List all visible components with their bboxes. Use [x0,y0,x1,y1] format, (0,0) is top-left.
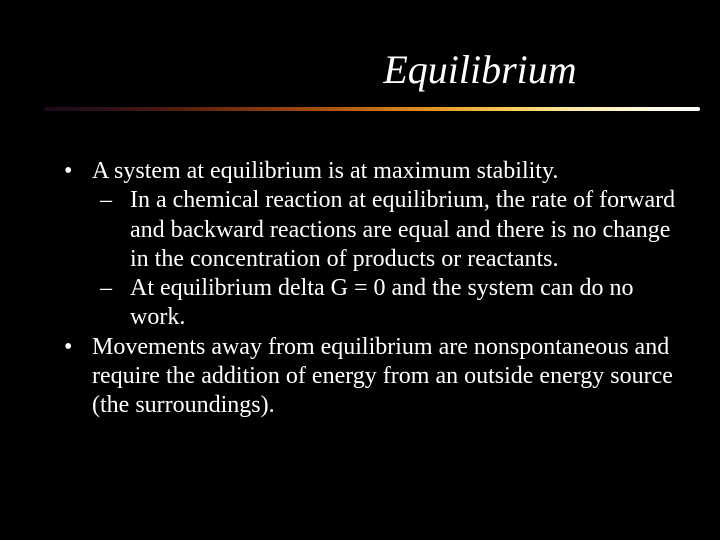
bullet-level1: Movements away from equilibrium are nons… [60,333,692,421]
bullet-text: A system at equilibrium is at maximum st… [92,158,558,184]
bullet-level2: At equilibrium delta G = 0 and the syste… [60,274,692,333]
slide-title: Equilibrium [0,46,720,93]
bullet-level1: A system at equilibrium is at maximum st… [60,157,692,186]
title-underline [0,101,720,119]
bullet-text: At equilibrium delta G = 0 and the syste… [130,275,633,330]
slide-body: A system at equilibrium is at maximum st… [0,157,720,420]
gradient-underline [44,107,700,111]
slide: Equilibrium A system at equilibrium is a… [0,0,720,540]
bullet-text: Movements away from equilibrium are nons… [92,334,673,419]
bullet-text: In a chemical reaction at equilibrium, t… [130,187,675,272]
bullet-level2: In a chemical reaction at equilibrium, t… [60,186,692,274]
